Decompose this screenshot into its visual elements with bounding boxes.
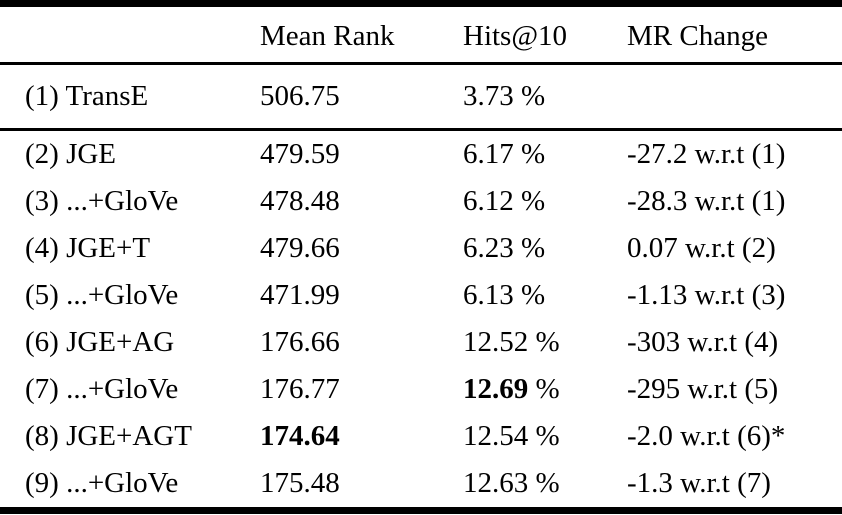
percent-sign: % [528, 326, 560, 358]
percent-sign: % [528, 420, 560, 452]
hits-cell: 6.17 % [463, 138, 627, 171]
model-cell: (7) ...+GloVe [25, 373, 179, 405]
mean-rank-cell: 471.99 [260, 279, 340, 311]
mr-change-cell: -28.3 w.r.t (1) [627, 185, 786, 217]
percent-sign: % [528, 373, 560, 405]
hits-value: 12.69 [463, 373, 529, 405]
mean-rank-cell: 176.66 [260, 326, 340, 358]
hits-value: 6.13 [463, 279, 514, 311]
mr-change-cell: -303 w.r.t (4) [627, 326, 779, 358]
hits-value: 6.23 [463, 232, 514, 264]
hits-cell: 12.63 % [463, 467, 627, 500]
table-row: (4) JGE+T 479.66 6.23 % 0.07 w.r.t (2) [0, 225, 842, 272]
percent-sign: % [528, 467, 560, 499]
header-separator-rule [0, 62, 842, 65]
model-cell: (5) ...+GloVe [25, 279, 179, 311]
mean-rank-cell: 479.66 [260, 232, 340, 264]
table-row: (6) JGE+AG 176.66 12.52 % -303 w.r.t (4) [0, 319, 842, 366]
hits-cell: 12.69 % [463, 373, 627, 406]
hits-value: 6.17 [463, 138, 514, 170]
hits-cell: 3.73 % [463, 80, 627, 113]
hits-cell: 12.52 % [463, 326, 627, 359]
hits-value: 12.54 [463, 420, 529, 452]
model-cell: (6) JGE+AG [25, 326, 175, 358]
mean-rank-cell: 478.48 [260, 185, 340, 217]
header-mr-change: MR Change [627, 20, 768, 52]
header-row: Mean Rank Hits@10 MR Change [0, 7, 842, 62]
model-cell: (1) TransE [25, 80, 149, 112]
body-section: (2) JGE 479.59 6.17 % -27.2 w.r.t (1) (3… [0, 131, 842, 507]
table-row: (3) ...+GloVe 478.48 6.12 % -28.3 w.r.t … [0, 178, 842, 225]
mr-change-cell: 0.07 w.r.t (2) [627, 232, 776, 264]
table-row: (1) TransE 506.75 3.73 % [0, 65, 842, 128]
model-cell: (2) JGE [25, 138, 117, 170]
table-row: (5) ...+GloVe 471.99 6.13 % -1.13 w.r.t … [0, 272, 842, 319]
hits-value: 12.63 [463, 467, 529, 499]
model-cell: (8) JGE+AGT [25, 420, 192, 452]
mean-rank-cell: 479.59 [260, 138, 340, 170]
baseline-section: (1) TransE 506.75 3.73 % [0, 65, 842, 128]
percent-sign: % [513, 185, 546, 217]
percent-sign: % [513, 138, 546, 170]
table-row: (7) ...+GloVe 176.77 12.69 % -295 w.r.t … [0, 366, 842, 413]
hits-value: 6.12 [463, 185, 514, 217]
model-cell: (9) ...+GloVe [25, 467, 179, 499]
mean-rank-cell: 175.48 [260, 467, 340, 499]
mean-rank-cell: 174.64 [260, 420, 340, 452]
mr-change-cell: -1.13 w.r.t (3) [627, 279, 786, 311]
mr-change-cell: -27.2 w.r.t (1) [627, 138, 786, 170]
header-mean-rank: Mean Rank [260, 20, 395, 52]
mean-rank-cell: 176.77 [260, 373, 340, 405]
mean-rank-cell: 506.75 [260, 80, 340, 112]
hits-value: 12.52 [463, 326, 529, 358]
table-row: (9) ...+GloVe 175.48 12.63 % -1.3 w.r.t … [0, 460, 842, 507]
mr-change-cell: -2.0 w.r.t (6)* [627, 420, 786, 452]
mr-change-cell: -1.3 w.r.t (7) [627, 467, 771, 499]
hits-value: 3.73 [463, 80, 514, 112]
table-row: (2) JGE 479.59 6.17 % -27.2 w.r.t (1) [0, 131, 842, 178]
header-model-spacer [25, 33, 260, 37]
model-cell: (3) ...+GloVe [25, 185, 179, 217]
hits-cell: 6.12 % [463, 185, 627, 218]
mr-change-cell: -295 w.r.t (5) [627, 373, 779, 405]
top-rule [0, 0, 842, 7]
model-cell: (4) JGE+T [25, 232, 151, 264]
hits-cell: 6.23 % [463, 232, 627, 265]
percent-sign: % [513, 279, 546, 311]
baseline-separator-rule [0, 128, 842, 131]
hits-cell: 6.13 % [463, 279, 627, 312]
percent-sign: % [513, 80, 546, 112]
hits-cell: 12.54 % [463, 420, 627, 453]
table-row: (8) JGE+AGT 174.64 12.54 % -2.0 w.r.t (6… [0, 413, 842, 460]
percent-sign: % [513, 232, 546, 264]
header-hits-at-10: Hits@10 [463, 20, 568, 52]
bottom-rule [0, 507, 842, 514]
